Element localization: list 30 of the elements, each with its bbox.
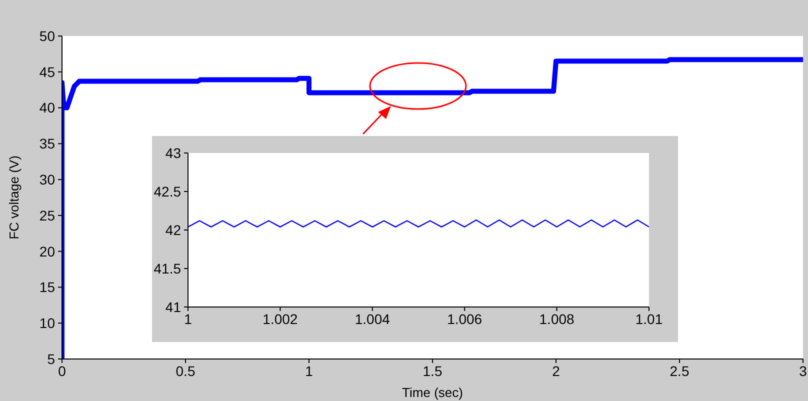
x-tick-label: 1	[184, 310, 192, 327]
y-tick-label: 15	[39, 279, 56, 296]
y-axis-title: FC voltage (V)	[6, 156, 22, 240]
x-tick-label: 3	[799, 362, 808, 379]
y-tick-label: 41	[165, 298, 182, 315]
y-tick-label: 40	[39, 100, 56, 116]
y-tick-label: 42.5	[154, 183, 182, 200]
y-tick-label: 43	[165, 144, 182, 161]
y-tick-label: 41.5	[154, 260, 182, 276]
x-tick-label: 1.01	[635, 310, 663, 327]
x-tick-label: 2.5	[670, 362, 690, 379]
x-tick-label: 1.5	[422, 362, 442, 379]
x-tick-label: 1	[305, 362, 314, 379]
y-tick-label: 30	[39, 172, 56, 188]
x-axis-title: Time (sec)	[402, 385, 463, 400]
y-tick-label: 35	[39, 136, 56, 152]
y-tick-label: 5	[47, 350, 56, 367]
y-tick-label: 42	[165, 222, 182, 238]
y-tick-label: 20	[39, 243, 56, 260]
x-tick-label: 1.002	[262, 310, 298, 327]
y-tick-label: 25	[39, 207, 56, 224]
y-tick-label: 45	[39, 64, 56, 80]
x-tick-label: 1.004	[354, 310, 390, 327]
x-tick-label: 2	[552, 362, 560, 379]
y-tick-label: 50	[39, 28, 56, 44]
x-tick-label: 0.5	[176, 362, 196, 379]
x-tick-label: 1.008	[539, 310, 575, 327]
x-tick-label: 0	[58, 362, 66, 379]
y-tick-label: 10	[39, 315, 56, 332]
x-tick-label: 1.006	[447, 310, 482, 327]
